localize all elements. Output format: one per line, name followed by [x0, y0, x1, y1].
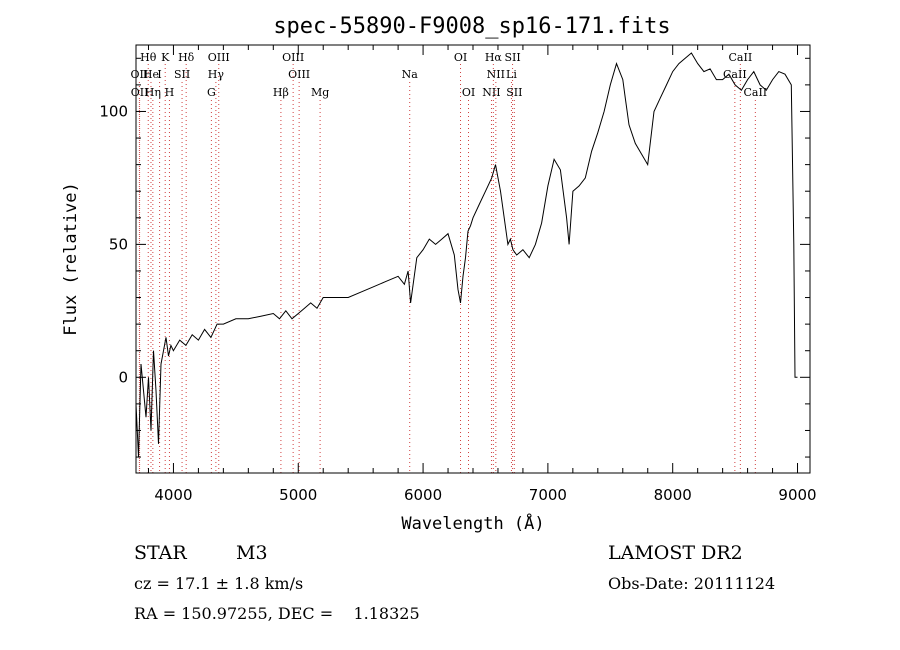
line-marker-label: NII [482, 86, 500, 99]
coordinates: RA = 150.97255, DEC = 1.18325 [134, 604, 420, 623]
line-marker-label: OIII [288, 68, 310, 81]
x-tick-label: 5000 [279, 486, 317, 504]
spectrum-line [135, 52, 798, 458]
x-axis-label: Wavelength (Å) [401, 512, 544, 534]
line-marker-label: Hδ [178, 51, 195, 64]
x-tick-label: 6000 [404, 486, 442, 504]
y-tick-label: 0 [118, 368, 128, 386]
x-tick-label: 9000 [778, 486, 816, 504]
line-marker-label: Mg [311, 86, 329, 99]
line-marker-label: Hβ [273, 86, 289, 99]
line-marker-label: Hθ [140, 51, 157, 64]
line-marker-label: OIII [282, 51, 304, 64]
object-subclass: M3 [236, 542, 268, 564]
observation-date: Obs-Date: 20111124 [608, 574, 776, 593]
line-marker-label: Na [402, 68, 419, 81]
line-marker-label: Li [506, 68, 517, 81]
line-marker-label: OII [131, 86, 149, 99]
chart-title: spec-55890-F9008_sp16-171.fits [273, 14, 670, 39]
line-marker-label: SII [506, 86, 522, 99]
line-marker-label: Hη [145, 86, 161, 99]
line-marker-label: CaII [723, 68, 747, 81]
line-marker-label: OII [131, 68, 149, 81]
plot-frame [135, 44, 811, 474]
y-axis-label: Flux (relative) [61, 182, 81, 336]
line-marker-label: OI [462, 86, 475, 99]
x-tick-label: 4000 [154, 486, 192, 504]
redshift-velocity: cz = 17.1 ± 1.8 km/s [134, 574, 304, 593]
line-marker-label: He [143, 68, 159, 81]
line-marker-label: I [157, 68, 161, 81]
line-marker-label: CaII [729, 51, 753, 64]
line-marker-label: G [207, 86, 216, 99]
line-marker-lines [138, 64, 756, 473]
line-marker-label: OI [454, 51, 467, 64]
x-tick-label: 8000 [654, 486, 692, 504]
line-marker-label: K [161, 51, 170, 64]
survey-name: LAMOST DR2 [608, 542, 743, 564]
line-marker-label: CaII [743, 86, 767, 99]
y-tick-label: 100 [99, 102, 128, 120]
line-marker-label: Hγ [208, 68, 225, 81]
x-tick-label: 7000 [529, 486, 567, 504]
line-marker-label: H [165, 86, 175, 99]
line-marker-label: SII [174, 68, 190, 81]
object-class: STAR [134, 542, 187, 564]
y-tick-label: 50 [109, 235, 128, 253]
axis-ticks [136, 45, 810, 473]
line-marker-label: SII [504, 51, 520, 64]
line-marker-label: NII [487, 68, 505, 81]
line-marker-label: Hα [485, 51, 503, 64]
axis-tick-labels: 4000 5000 6000 7000 8000 9000 0 50 100 [99, 102, 816, 504]
line-marker-label: OIII [208, 51, 230, 64]
